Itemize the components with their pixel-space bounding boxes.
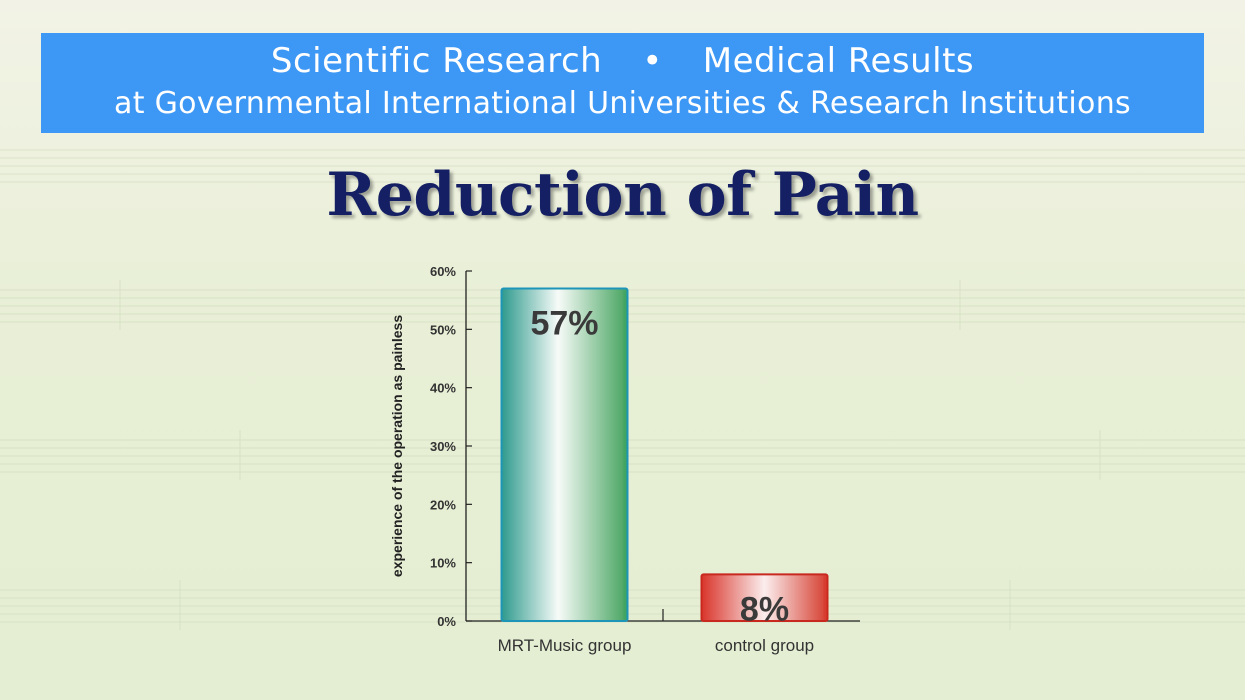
data-label: 57% xyxy=(530,305,598,343)
y-tick-label: 20% xyxy=(430,497,456,512)
y-tick-label: 10% xyxy=(430,556,456,571)
y-axis-label: experience of the operation as painless xyxy=(389,315,405,577)
banner-research-label: Scientific Research xyxy=(270,41,603,81)
data-label: 8% xyxy=(740,590,789,628)
bar-chart: 0% 10% 20% 30% 40% 50% 60% experience of the op… xyxy=(389,264,860,655)
x-category-label: MRT-Music group xyxy=(498,636,632,655)
bar-edge xyxy=(823,576,827,620)
y-tick-label: 40% xyxy=(430,381,456,396)
banner-line-2: at Governmental International Universiti… xyxy=(114,86,1131,121)
header-banner: Scientific Research • Medical Results at G… xyxy=(41,33,1204,133)
banner-results-label: Medical Results xyxy=(702,41,975,81)
bar xyxy=(700,573,829,623)
y-tick-label: 60% xyxy=(430,264,456,279)
y-tick-label: 50% xyxy=(430,322,456,337)
bar xyxy=(500,287,629,622)
page-title: Reduction of Pain xyxy=(326,160,919,230)
x-category-label: control group xyxy=(715,636,814,655)
bar-edge xyxy=(623,290,627,620)
banner-line-1: Scientific Research • Medical Results xyxy=(41,41,1204,81)
y-tick-label: 30% xyxy=(430,439,456,454)
y-tick-label: 0% xyxy=(437,614,456,629)
banner-separator: • xyxy=(642,41,663,81)
